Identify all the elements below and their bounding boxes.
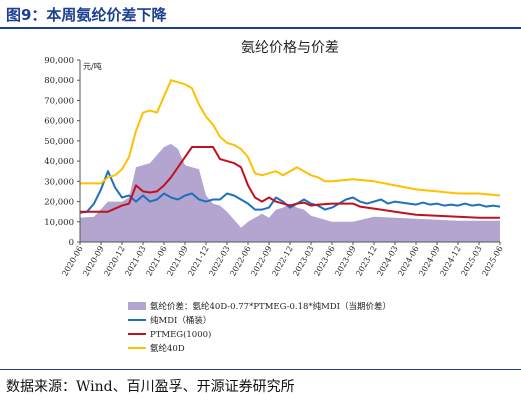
y-tick-label: 0 xyxy=(69,238,74,248)
series-line-3 xyxy=(80,79,501,197)
y-tick-label: 40,000 xyxy=(44,157,74,167)
y-tick-label: 10,000 xyxy=(44,218,74,228)
y-tick-label: 20,000 xyxy=(44,198,74,208)
legend-label: 氨纶40D xyxy=(150,343,185,354)
title-rule xyxy=(0,27,521,29)
legend-label: 氨纶价差：氨纶40D-0.77*PTMEG-0.18*纯MDI（当期价差） xyxy=(150,301,391,312)
y-unit-label: 元/吨 xyxy=(83,61,102,71)
y-tick-label: 70,000 xyxy=(44,96,74,106)
legend-label: 纯MDI（桶装） xyxy=(150,315,211,326)
source-note: 数据来源：Wind、百川盈孚、开源证券研究所 xyxy=(6,379,295,395)
y-tick-label: 30,000 xyxy=(44,177,74,187)
series-area-spread xyxy=(80,143,500,242)
series-line-2 xyxy=(80,146,500,219)
figure-title: 图9：本周氨纶价差下降 xyxy=(6,6,167,24)
legend-label: PTMEG(1000) xyxy=(150,329,211,340)
legend-swatch-area xyxy=(128,302,146,310)
bottom-rule xyxy=(0,369,521,370)
y-tick-label: 50,000 xyxy=(44,137,74,147)
y-tick-label: 90,000 xyxy=(44,56,74,66)
y-tick-label: 80,000 xyxy=(44,76,74,86)
x-tick-label: 2025-06 xyxy=(480,245,504,278)
chart-title: 氨纶价格与价差 xyxy=(241,40,339,56)
series-line-1 xyxy=(79,170,501,214)
y-tick-label: 60,000 xyxy=(44,117,74,127)
